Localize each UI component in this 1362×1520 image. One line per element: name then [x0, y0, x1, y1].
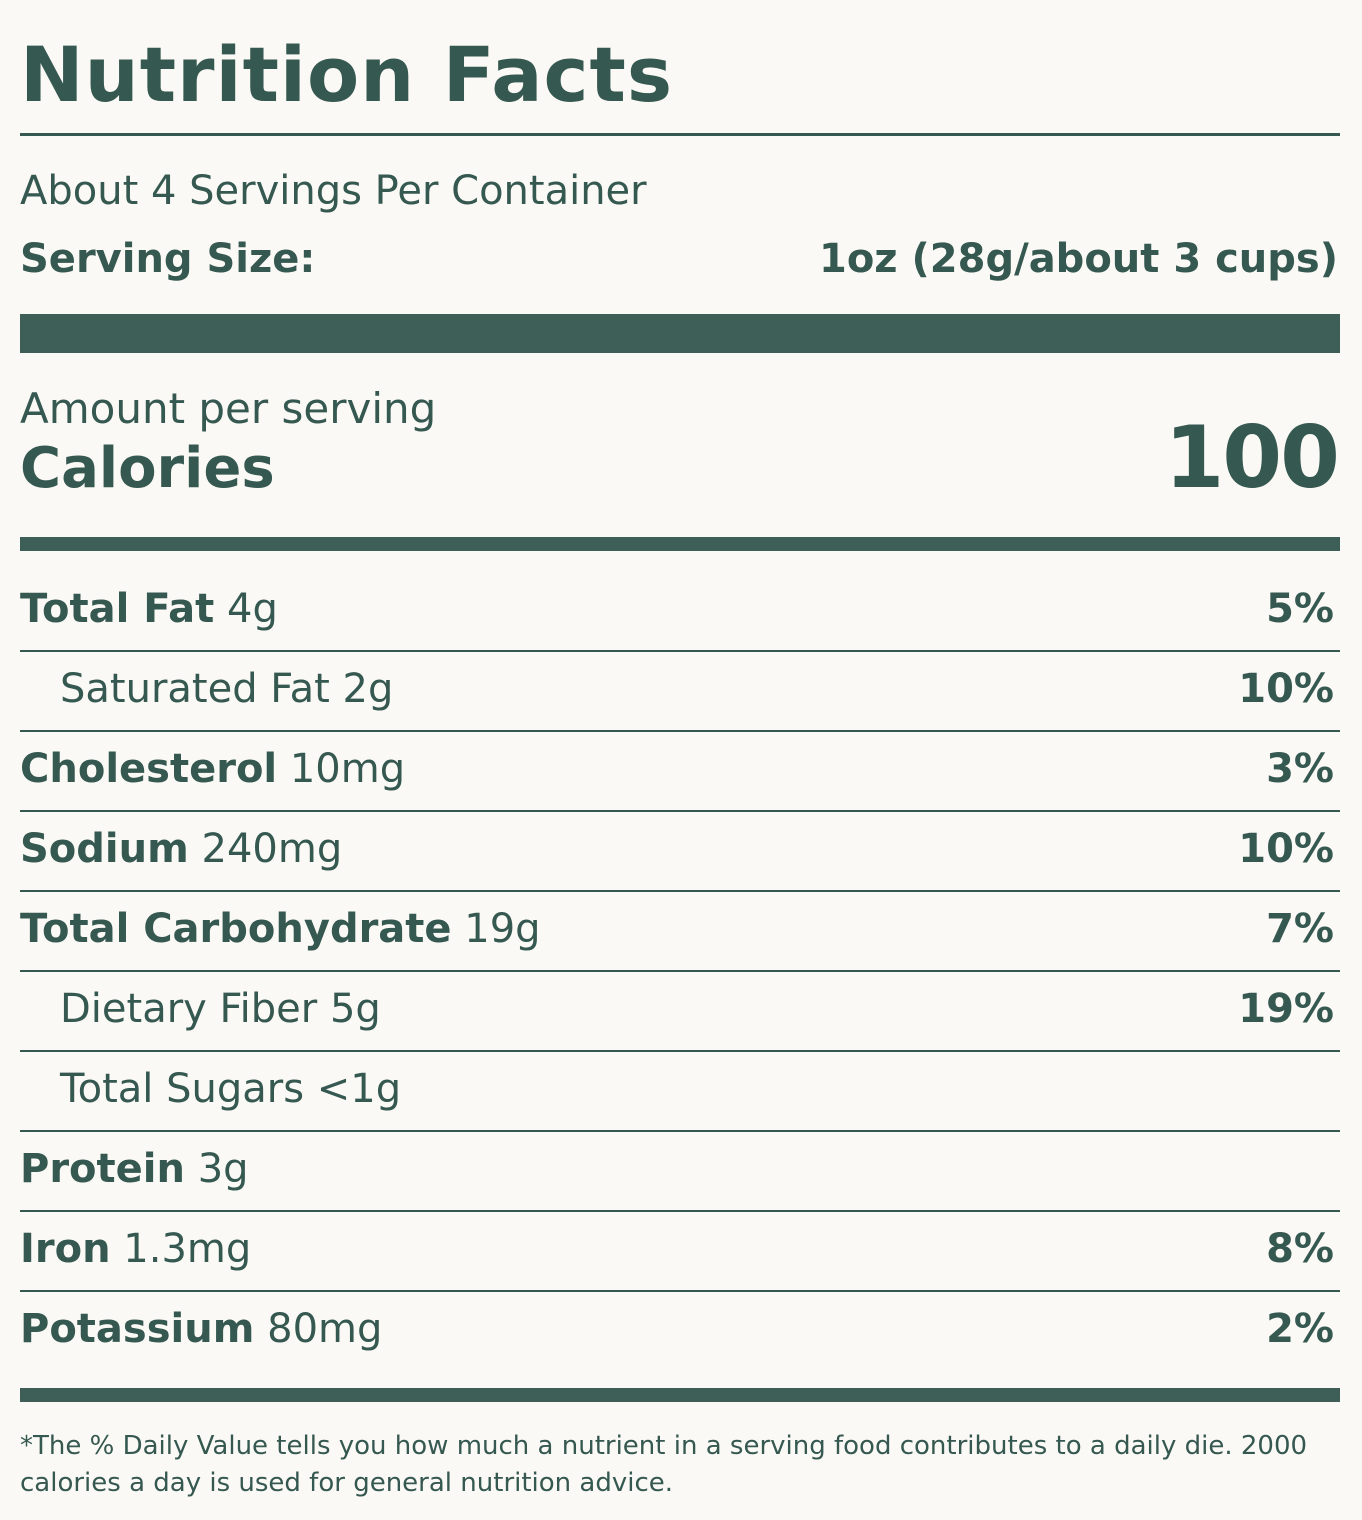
daily-value: 5%	[1266, 586, 1334, 632]
nutrient-name: Total Fat	[20, 586, 215, 632]
nutrient-amount: 80mg	[267, 1306, 383, 1352]
nutrient-row: Saturated Fat 2g 10%	[20, 652, 1340, 732]
nutrient-row: Dietary Fiber 5g 19%	[20, 972, 1340, 1052]
nutrient-list: Total Fat 4g 5% Saturated Fat 2g 10% Cholest…	[20, 572, 1340, 1370]
daily-value: 10%	[1238, 666, 1334, 712]
nutrient-label: Total Sugars <1g	[60, 1066, 401, 1112]
nutrient-label: Iron 1.3mg	[20, 1226, 251, 1272]
serving-size-value: 1oz (28g/about 3 cups)	[818, 236, 1338, 282]
serving-size-label: Serving Size:	[20, 236, 316, 282]
calories-label: Calories	[20, 436, 275, 501]
nutrient-row: Total Carbohydrate 19g 7%	[20, 892, 1340, 972]
servings: About 4 Servings Per Container	[20, 168, 647, 214]
daily-value: 19%	[1238, 986, 1334, 1032]
nutrient-label: Sodium 240mg	[20, 826, 342, 872]
daily-value: 10%	[1238, 826, 1334, 872]
daily-value: 8%	[1266, 1226, 1334, 1272]
amount-per-serving: Amount per serving	[20, 384, 437, 433]
nutrient-label: Protein 3g	[20, 1146, 249, 1192]
daily-value: 3%	[1266, 746, 1334, 792]
daily-value: 2%	[1266, 1306, 1334, 1352]
thick-bar	[20, 314, 1340, 353]
calories-value: 100	[1164, 408, 1340, 508]
nutrient-label: Total Fat 4g	[20, 586, 278, 632]
nutrient-name: Sodium	[20, 826, 189, 872]
nutrient-label: Total Carbohydrate 19g	[20, 906, 541, 952]
nutrient-name: Iron	[20, 1226, 111, 1272]
nutrient-amount: 1.3mg	[123, 1226, 252, 1272]
nutrient-name: Potassium	[20, 1306, 255, 1352]
nutrient-row: Sodium 240mg 10%	[20, 812, 1340, 892]
daily-value: 7%	[1266, 906, 1334, 952]
nutrient-name: Saturated Fat	[60, 666, 330, 712]
nutrient-name: Cholesterol	[20, 746, 278, 792]
nutrient-label: Potassium 80mg	[20, 1306, 382, 1352]
nutrient-amount: 3g	[197, 1146, 249, 1192]
nutrient-name: Total Sugars	[60, 1066, 305, 1112]
nutrient-label: Dietary Fiber 5g	[60, 986, 381, 1032]
nutrient-row: Total Fat 4g 5%	[20, 572, 1340, 652]
nutrient-amount: 10mg	[289, 746, 406, 792]
nutrient-row: Protein 3g	[20, 1132, 1340, 1212]
nutrient-name: Total Carbohydrate	[20, 906, 452, 952]
nutrient-row: Cholesterol 10mg 3%	[20, 732, 1340, 812]
medium-bar	[20, 1388, 1340, 1402]
nutrient-row: Total Sugars <1g	[20, 1052, 1340, 1132]
nutrient-row: Iron 1.3mg 8%	[20, 1212, 1340, 1292]
nutrient-row: Potassium 80mg 2%	[20, 1292, 1340, 1370]
nutrient-amount: 240mg	[201, 826, 343, 872]
nutrient-name: Protein	[20, 1146, 185, 1192]
divider	[20, 133, 1340, 136]
nutrient-amount: 19g	[464, 906, 541, 952]
nutrient-label: Cholesterol 10mg	[20, 746, 405, 792]
nutrient-amount: 2g	[342, 666, 394, 712]
title: Nutrition Facts	[20, 30, 674, 119]
nutrient-name: Dietary Fiber	[60, 986, 318, 1032]
footnote: *The % Daily Value tells you how much a …	[20, 1431, 1308, 1498]
nutrient-amount: 5g	[329, 986, 381, 1032]
nutrient-label: Saturated Fat 2g	[60, 666, 393, 712]
medium-bar	[20, 537, 1340, 551]
nutrient-amount: 4g	[227, 586, 278, 632]
nutrient-amount: <1g	[316, 1066, 402, 1112]
